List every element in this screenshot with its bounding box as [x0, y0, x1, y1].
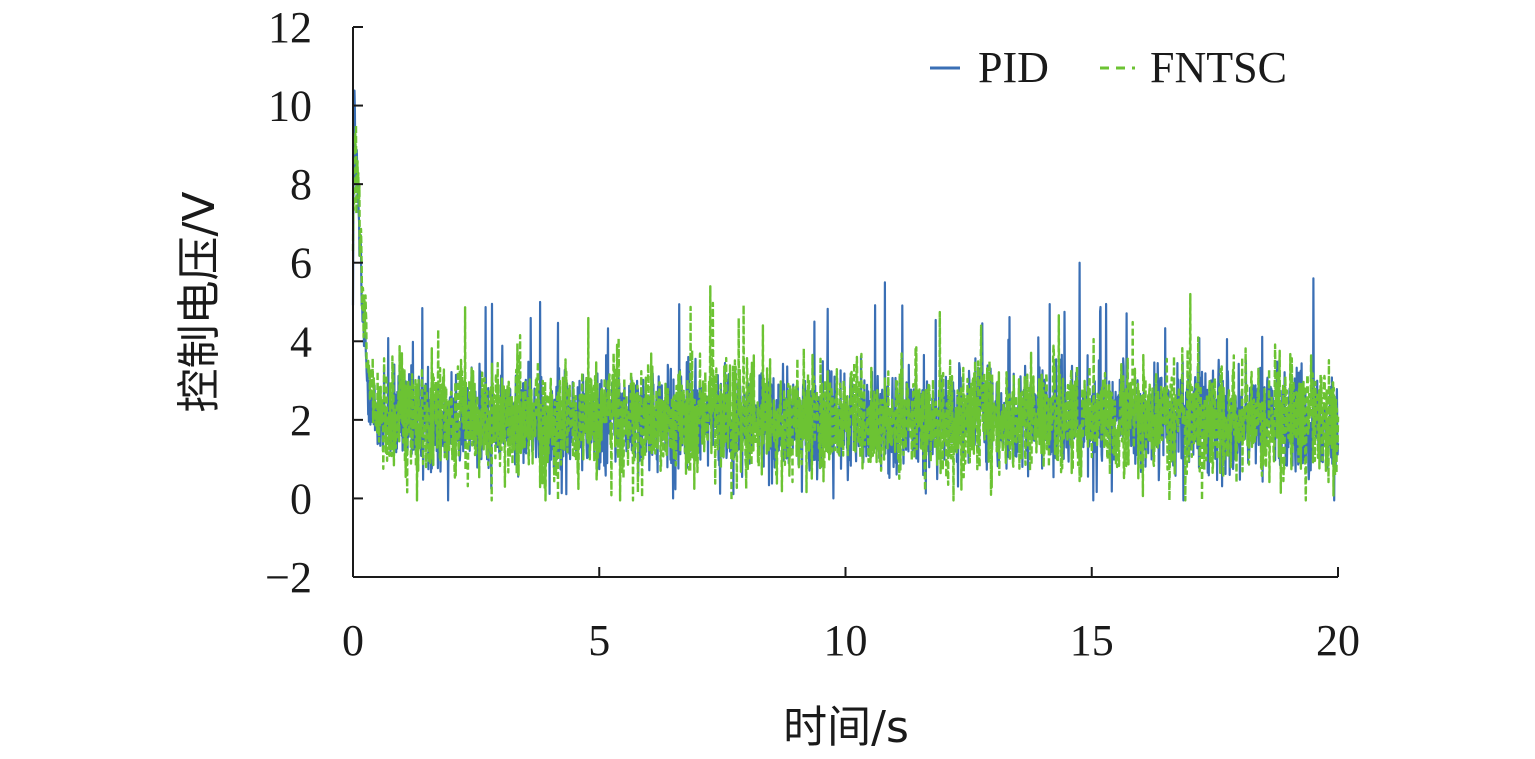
y-tick-label: 4	[290, 317, 312, 366]
y-tick-label: 10	[268, 82, 312, 131]
x-tick-label: 20	[1316, 616, 1360, 665]
x-tick-label: 15	[1070, 616, 1114, 665]
legend: PID FNTSC	[930, 43, 1287, 92]
x-tick-label: 0	[342, 616, 364, 665]
y-axis-title: 控制电压/V	[174, 192, 225, 413]
x-tick-label: 10	[824, 616, 868, 665]
legend-label-fntsc: FNTSC	[1150, 43, 1287, 92]
series-layer	[351, 89, 1340, 502]
y-tick-label: 8	[290, 160, 312, 209]
x-axis-title: 时间/s	[783, 702, 909, 753]
y-ticks: −2 0 2 4 6 8 10 12	[265, 3, 363, 602]
y-tick-label: 6	[290, 239, 312, 288]
x-ticks: 0 5 10 15 20	[342, 567, 1360, 665]
series-line-fntsc	[351, 123, 1340, 502]
y-tick-label: −2	[265, 553, 312, 602]
y-tick-label: 2	[290, 396, 312, 445]
y-tick-label: 0	[290, 474, 312, 523]
y-tick-label: 12	[268, 3, 312, 52]
x-tick-label: 5	[588, 616, 610, 665]
legend-label-pid: PID	[978, 43, 1049, 92]
